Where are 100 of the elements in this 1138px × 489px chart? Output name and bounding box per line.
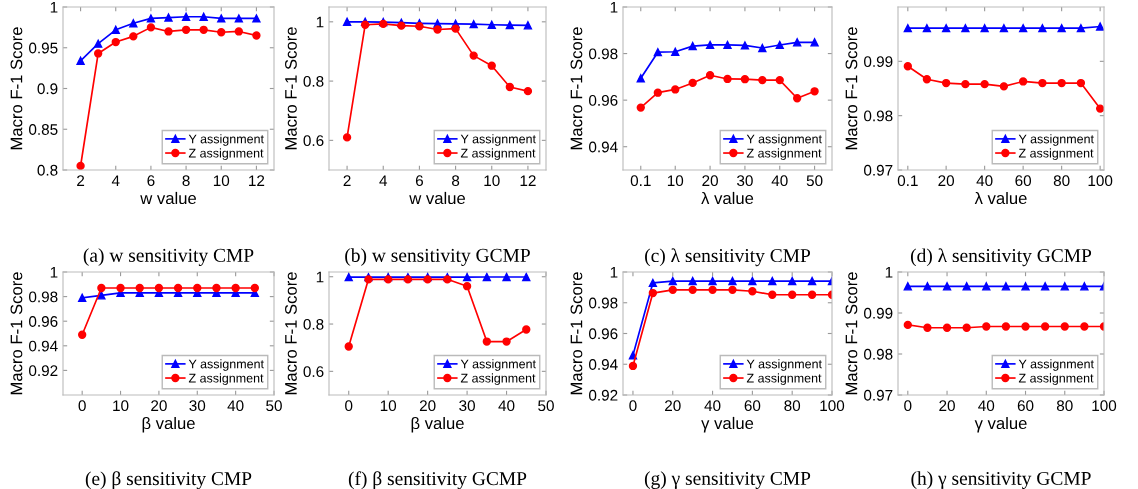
y-tick-label: 0.98 — [589, 48, 618, 60]
x-tick-label: 20 — [151, 400, 167, 412]
x-tick-label: 40 — [771, 175, 788, 187]
y-tick-label: 0.95 — [29, 42, 58, 54]
x-tick-label: 4 — [111, 175, 120, 186]
y-tick-label: 0.97 — [864, 164, 893, 176]
y-tick-label: 0.96 — [29, 316, 58, 327]
x-tick-label: 40 — [704, 400, 721, 412]
x-tick-label: 50 — [266, 400, 282, 412]
y-tick-label: 1 — [50, 2, 58, 13]
x-axis-title: w value — [409, 191, 466, 205]
x-tick-label: 30 — [737, 175, 753, 187]
x-tick-label: 100 — [1092, 400, 1117, 412]
y-axis-title: Macro F-1 Score — [10, 27, 23, 150]
text: (e) β sensitivity CMP — [85, 471, 252, 489]
text: (c) λ sensitivity CMP — [645, 248, 811, 267]
text: (f) β sensitivity GCMP — [348, 471, 527, 489]
x-tick-label: 60 — [744, 400, 761, 412]
y-tick-label: 0.6 — [303, 135, 324, 147]
legend-label: Y assignment — [188, 359, 264, 371]
x-tick-label: 0 — [629, 400, 637, 412]
legend-label: Z assignment — [460, 373, 536, 385]
text: (d) λ sensitivity GCMP — [910, 248, 1092, 267]
x-tick-label: 40 — [498, 400, 515, 412]
x-tick-label: 40 — [227, 400, 244, 412]
y-tick-label: 1 — [885, 267, 893, 278]
x-tick-label: 12 — [520, 175, 536, 186]
y-tick-label: 0.99 — [864, 307, 893, 319]
legend-label: Y assignment — [1018, 134, 1094, 146]
y-axis-title: Macro F-1 Score — [845, 272, 858, 395]
text: (b) w sensitivity GCMP — [345, 248, 530, 266]
x-tick-label: 60 — [1017, 400, 1034, 412]
y-tick-label: 0.96 — [589, 328, 618, 340]
x-tick-label: 0 — [78, 400, 86, 412]
y-tick-label: 1 — [316, 16, 324, 28]
x-tick-label: 30 — [189, 400, 206, 412]
x-axis-title: λ value — [974, 191, 1027, 205]
x-tick-label: 10 — [484, 175, 500, 187]
x-tick-label: 80 — [1053, 175, 1070, 187]
x-tick-label: 30 — [459, 400, 475, 412]
legend-label: Z assignment — [188, 373, 264, 385]
y-axis-title: Macro F-1 Score — [285, 27, 297, 150]
y-tick-label: 0.8 — [303, 75, 324, 87]
y-tick-label: 0.94 — [29, 340, 58, 352]
legend-label: Y assignment — [188, 134, 264, 146]
y-tick-label: 0.98 — [864, 110, 893, 122]
legend-label: Z assignment — [1018, 148, 1094, 160]
x-tick-label: 2 — [77, 175, 85, 186]
y-tick-label: 0.8 — [37, 164, 58, 176]
x-tick-label: 0.1 — [630, 175, 651, 187]
x-tick-label: 10 — [380, 400, 397, 412]
x-tick-label: 20 — [938, 175, 955, 187]
y-tick-label: 0.9 — [37, 83, 58, 95]
x-tick-label: 40 — [978, 400, 995, 412]
x-tick-label: 2 — [343, 175, 351, 186]
x-tick-label: 80 — [1056, 400, 1073, 412]
x-tick-label: 20 — [665, 400, 681, 412]
y-tick-label: 0.99 — [864, 56, 893, 68]
legend-label: Z assignment — [746, 373, 822, 385]
x-tick-label: 60 — [1015, 175, 1032, 187]
x-axis-title: λ value — [701, 191, 754, 205]
x-axis-title: γ value — [701, 416, 754, 433]
text: (a) w sensitivity CMP — [83, 248, 254, 266]
y-tick-label: 1 — [316, 271, 324, 283]
x-tick-label: 20 — [939, 400, 955, 412]
y-tick-label: 1 — [50, 267, 58, 278]
x-axis-title: γ value — [974, 416, 1027, 433]
y-tick-label: 0.92 — [589, 389, 618, 401]
y-tick-label: 0.98 — [29, 291, 58, 303]
x-tick-label: 10 — [113, 400, 129, 412]
x-tick-label: 50 — [806, 175, 823, 187]
x-tick-label: 40 — [976, 175, 993, 187]
x-axis-title: β value — [411, 416, 464, 433]
x-tick-label: 12 — [249, 175, 265, 186]
x-axis-title: w value — [140, 191, 197, 205]
y-axis-title: Macro F-1 Score — [570, 27, 583, 150]
y-axis-title: Macro F-1 Score — [570, 272, 583, 395]
x-tick-label: 20 — [419, 400, 436, 412]
x-tick-label: 0 — [904, 400, 912, 412]
x-tick-label: 100 — [820, 400, 845, 412]
x-axis-title: β value — [142, 416, 195, 433]
legend-label: Z assignment — [188, 148, 264, 160]
y-tick-label: 0.98 — [864, 348, 893, 360]
legend-label: Y assignment — [746, 359, 822, 371]
legend-label: Y assignment — [1018, 359, 1094, 371]
y-tick-label: 0.92 — [29, 365, 58, 377]
y-tick-label: 1 — [610, 267, 618, 278]
legend-label: Z assignment — [1018, 373, 1094, 385]
text: (h) γ sensitivity GCMP — [911, 471, 1091, 489]
y-tick-label: 0.8 — [303, 318, 324, 330]
y-axis-title: Macro F-1 Score — [845, 27, 858, 150]
x-tick-label: 8 — [182, 175, 190, 187]
x-tick-label: 6 — [415, 175, 423, 187]
y-tick-label: 0.96 — [589, 95, 618, 106]
x-tick-label: 80 — [784, 400, 801, 412]
legend-label: Z assignment — [746, 148, 822, 160]
legend-label: Y assignment — [460, 134, 536, 146]
y-tick-label: 0.98 — [589, 297, 618, 309]
x-tick-label: 0.1 — [897, 175, 918, 187]
legend-label: Y assignment — [746, 134, 822, 146]
